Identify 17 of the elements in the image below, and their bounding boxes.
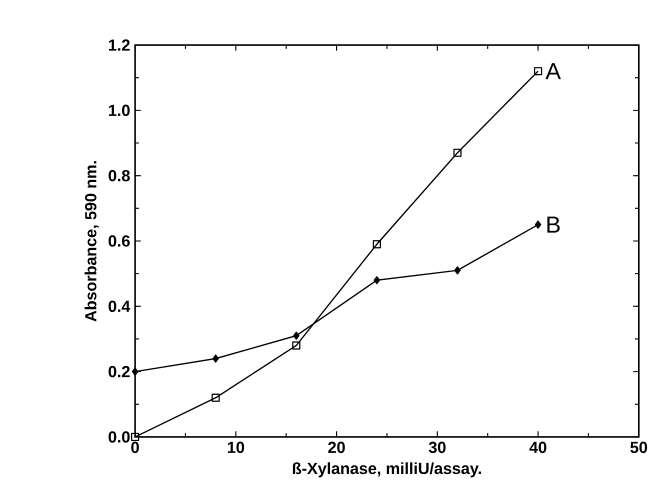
y-tick-label: 0.2 (108, 366, 130, 378)
series-label: B (547, 216, 560, 233)
y-tick-label: 0.6 (108, 235, 130, 247)
y-tick-label: 1.0 (108, 104, 130, 116)
x-tick-label: 30 (428, 442, 446, 454)
x-tick-label: 50 (630, 442, 648, 454)
x-axis-title: ß-Xylanase, milliU/assay. (292, 462, 481, 478)
y-tick-label: 0.4 (108, 300, 130, 312)
x-tick-label: 10 (228, 442, 244, 454)
x-tick-label: 40 (529, 442, 546, 454)
y-axis-title: Absorbance, 590 nm. (84, 161, 99, 322)
y-tick-label: 0.8 (108, 170, 130, 182)
x-tick-label: 0 (131, 442, 139, 454)
legend-label: A (546, 63, 561, 80)
y-tick-label: 0.0 (108, 431, 130, 443)
x-tick-label: 20 (328, 442, 345, 454)
y-tick-label: 1.2 (108, 40, 130, 51)
